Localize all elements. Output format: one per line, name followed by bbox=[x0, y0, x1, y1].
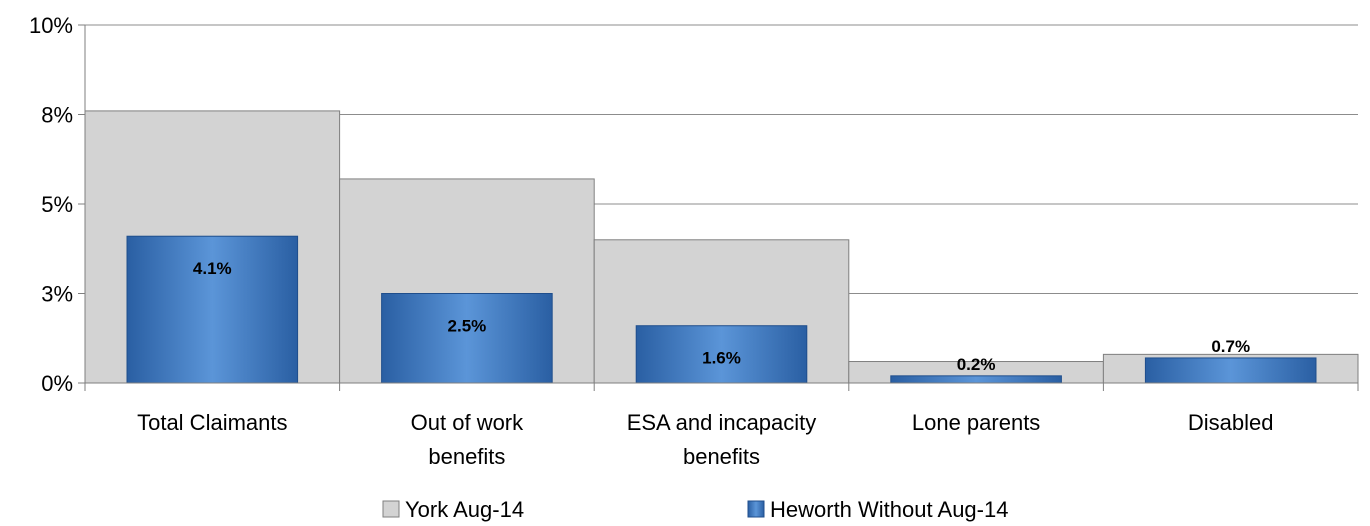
heworth-bar bbox=[1144, 357, 1317, 384]
x-category-label: Out of work benefits bbox=[411, 410, 524, 469]
legend-swatch-heworth bbox=[747, 500, 765, 518]
legend-swatch-york bbox=[382, 500, 400, 518]
data-label: 2.5% bbox=[448, 317, 487, 336]
data-labels: 4.1% 2.5% 1.6% 0.2% 0.7% bbox=[193, 259, 1250, 374]
heworth-bar bbox=[381, 293, 553, 384]
heworth-bar bbox=[635, 325, 808, 384]
legend-label-york: York Aug-14 bbox=[405, 497, 524, 522]
axes bbox=[78, 24, 1359, 391]
y-axis-tick-labels: 0% 3% 5% 8% 10% bbox=[29, 13, 73, 396]
data-label: 0.2% bbox=[957, 355, 996, 374]
data-label: 1.6% bbox=[702, 349, 741, 368]
y-tick-label: 8% bbox=[41, 103, 73, 128]
data-label: 4.1% bbox=[193, 259, 232, 278]
heworth-bar bbox=[126, 235, 299, 384]
legend-label-heworth: Heworth Without Aug-14 bbox=[770, 497, 1008, 522]
x-category-label: Total Claimants bbox=[137, 410, 287, 435]
heworth-bar bbox=[890, 375, 1062, 384]
y-tick-label: 5% bbox=[41, 192, 73, 217]
y-tick-label: 10% bbox=[29, 13, 73, 38]
x-axis-category-labels: Total Claimants Out of work benefits ESA an… bbox=[137, 410, 1273, 469]
y-tick-label: 0% bbox=[41, 371, 73, 396]
y-tick-label: 3% bbox=[41, 282, 73, 307]
x-category-label: Lone parents bbox=[912, 410, 1040, 435]
legend: York Aug-14 Heworth Without Aug-14 bbox=[382, 497, 1008, 522]
x-category-label: ESA and incapacity benefits bbox=[627, 410, 817, 469]
data-label: 0.7% bbox=[1211, 337, 1250, 356]
heworth-series bbox=[126, 235, 1317, 384]
x-category-label: Disabled bbox=[1188, 410, 1274, 435]
